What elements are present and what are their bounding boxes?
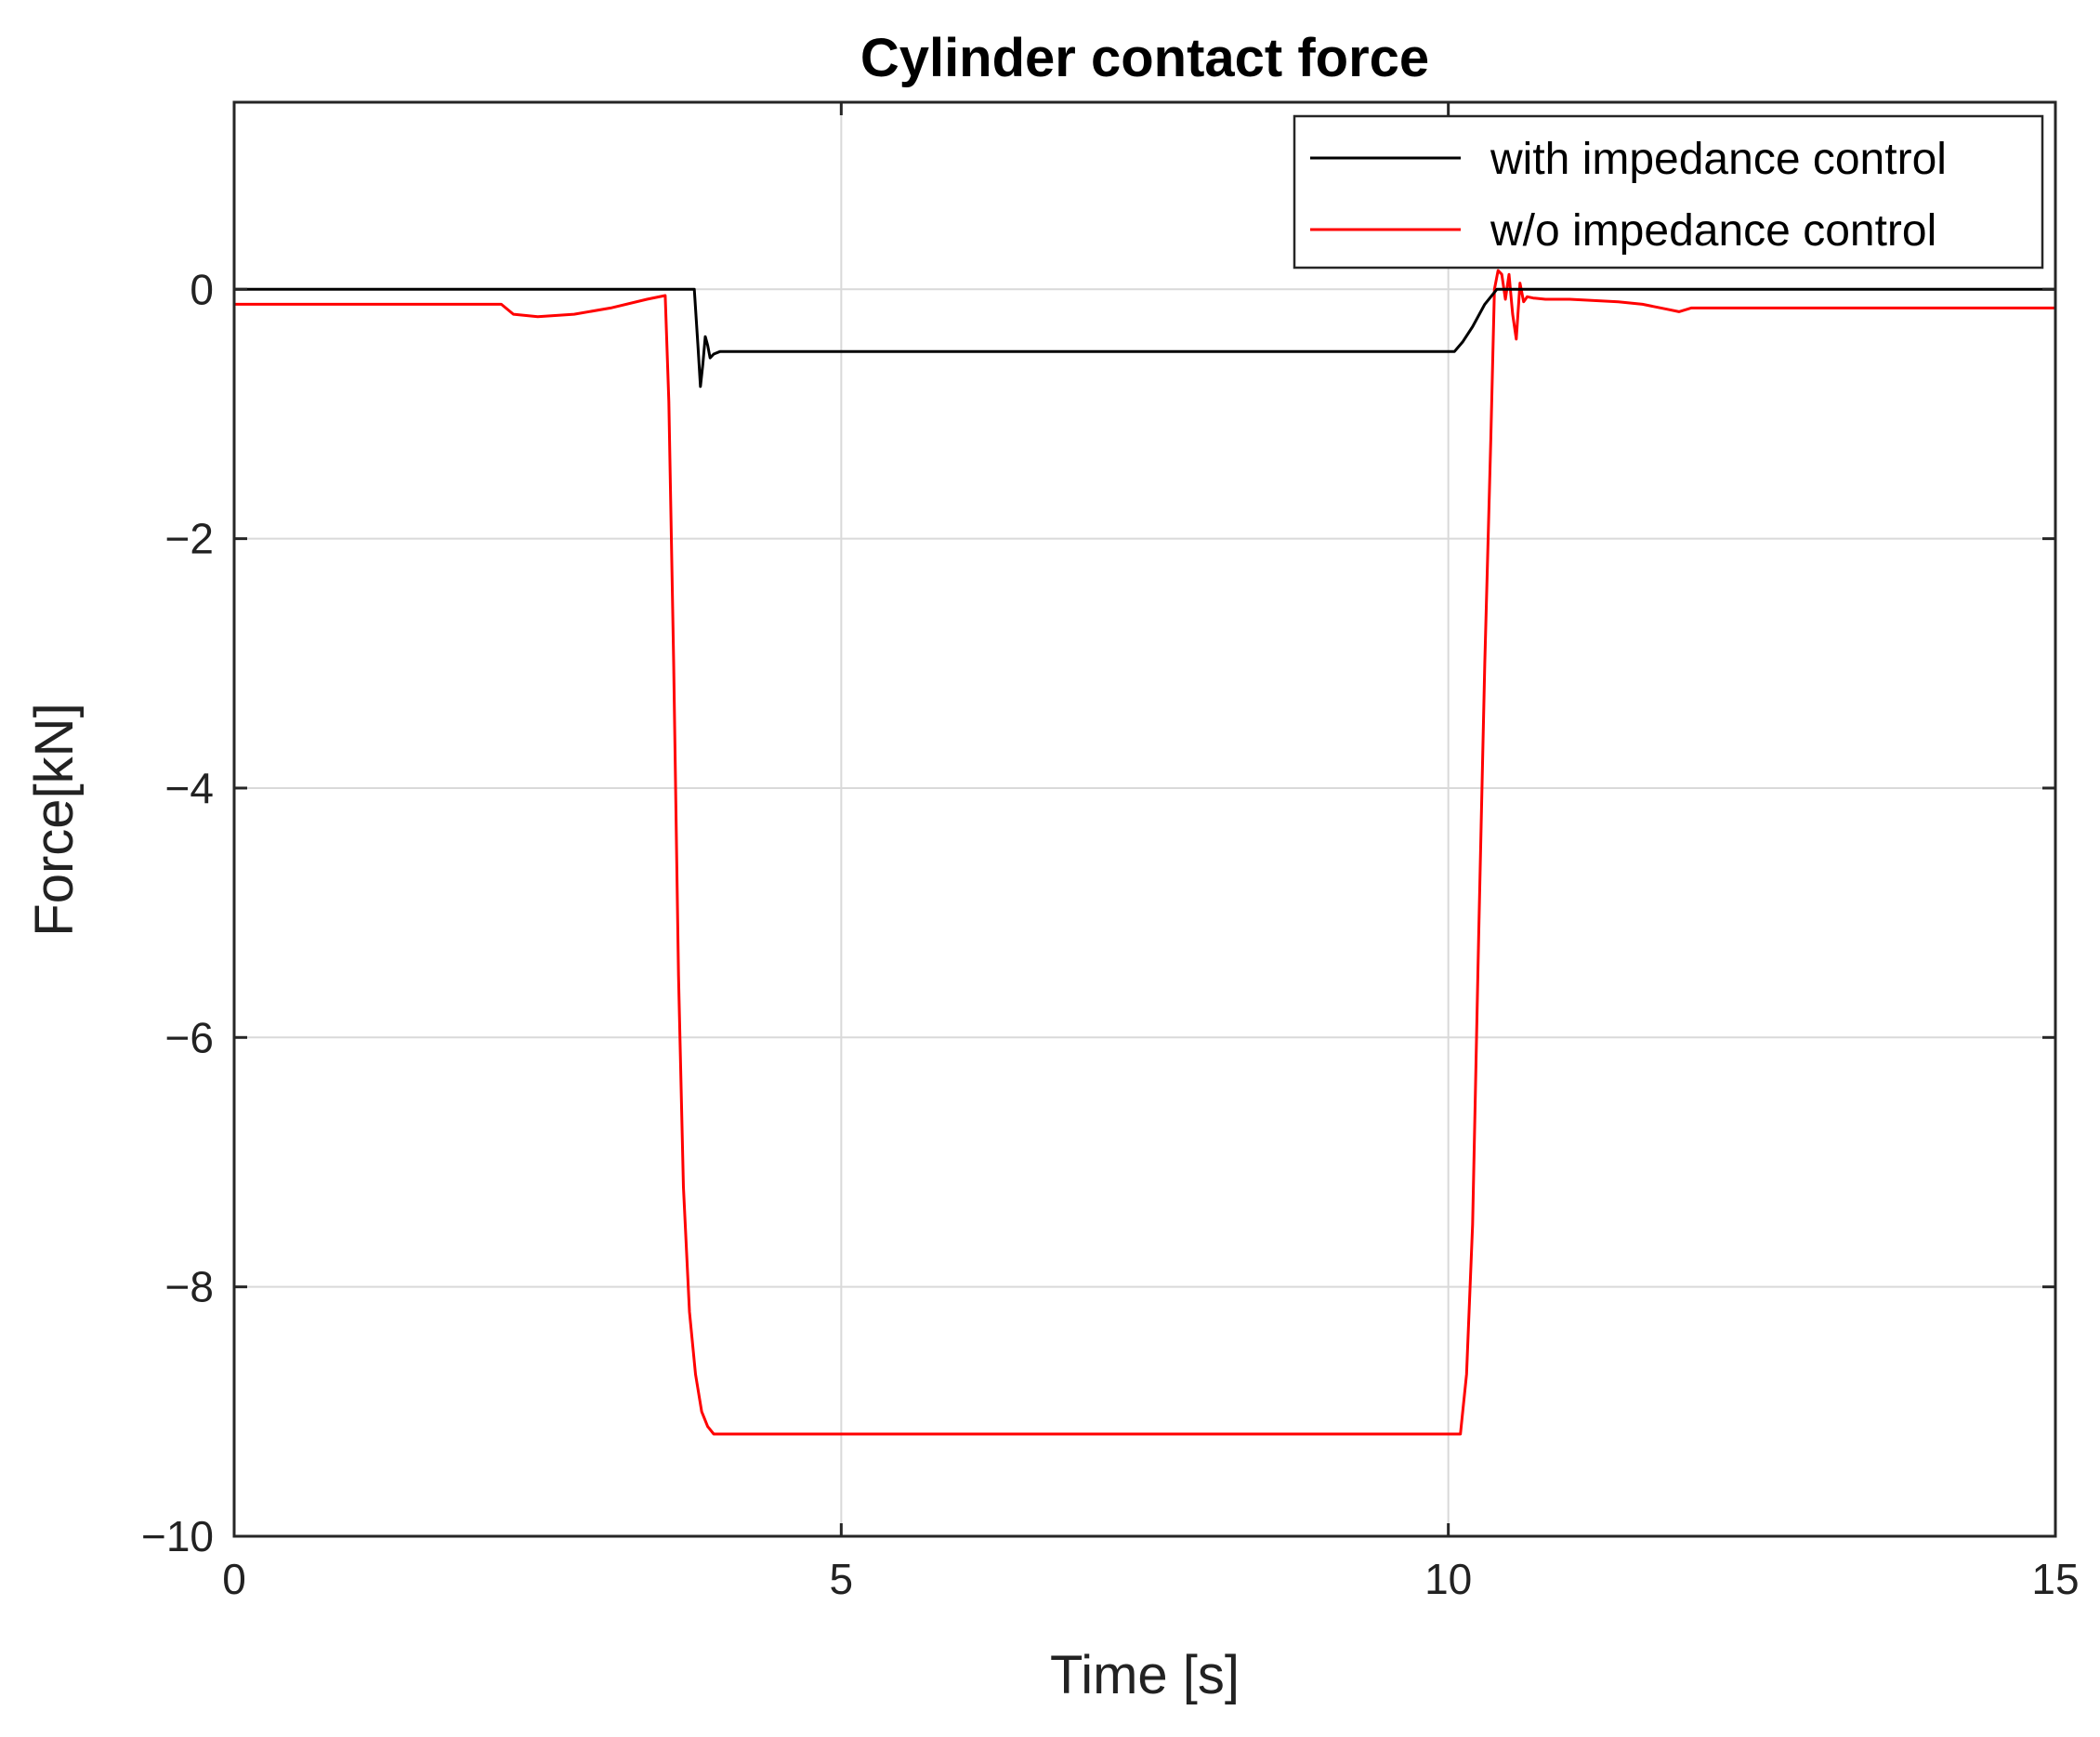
legend-label-with-impedance: with impedance control xyxy=(1490,135,1947,184)
x-axis-label: Time [s] xyxy=(1050,1645,1240,1705)
y-tick-label: −6 xyxy=(165,1013,214,1061)
y-tick-label: −4 xyxy=(165,764,214,812)
x-tick-label: 15 xyxy=(2031,1555,2079,1603)
y-axis-label: Force[kN] xyxy=(24,703,85,936)
y-tick-label: 0 xyxy=(190,265,214,313)
y-tick-label: −2 xyxy=(165,515,214,563)
legend-box xyxy=(1293,114,2044,270)
series-line-without-impedance xyxy=(234,269,2055,1436)
plot-series xyxy=(234,269,2055,1436)
chart-title: Cylinder contact force xyxy=(860,28,1429,88)
legend-label-without-impedance: w/o impedance control xyxy=(1490,206,1936,256)
y-tick-label: −10 xyxy=(141,1512,214,1560)
x-tick-label: 0 xyxy=(222,1555,246,1603)
series-line-with-impedance xyxy=(234,287,2055,388)
axis-ticks: 0 5 10 15 0 −2 −4 −6 −8 −10 xyxy=(141,102,2080,1603)
x-tick-label: 5 xyxy=(830,1555,854,1603)
plot-area-border xyxy=(232,100,2057,1538)
legend: with impedance control w/o impedance con… xyxy=(1293,114,2044,270)
y-tick-label: −8 xyxy=(165,1263,214,1311)
x-tick-label: 10 xyxy=(1424,1555,1472,1603)
